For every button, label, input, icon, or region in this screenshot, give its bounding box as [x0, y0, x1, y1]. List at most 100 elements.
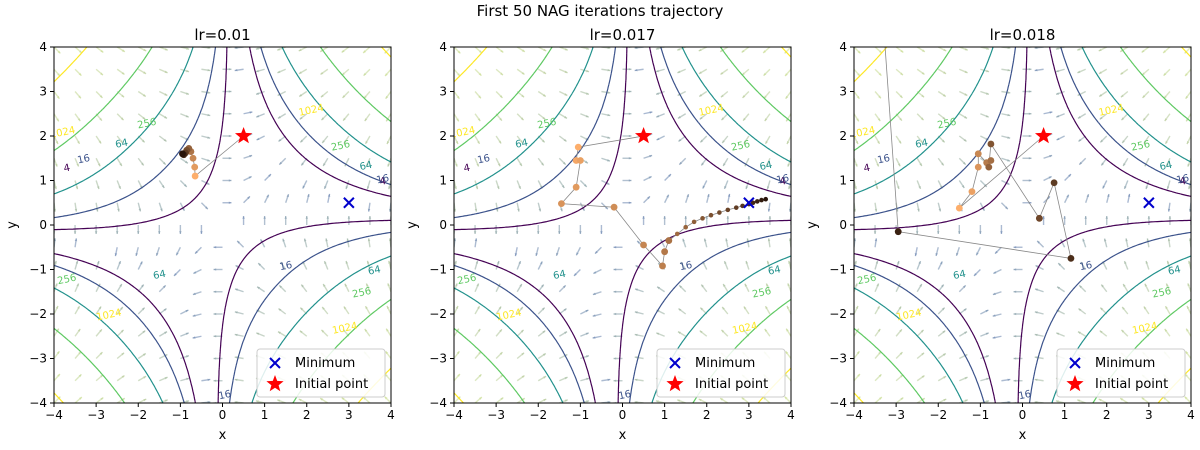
- field-arrowhead: [277, 70, 281, 73]
- field-arrowhead: [207, 159, 210, 162]
- field-arrowhead: [628, 90, 632, 93]
- field-arrowhead: [302, 185, 306, 189]
- field-arrowhead: [78, 397, 82, 400]
- field-arrowhead: [1098, 48, 1102, 52]
- field-arrowhead: [743, 329, 746, 333]
- field-arrowhead: [876, 283, 879, 287]
- legend: Minimum Initial point: [1056, 348, 1186, 398]
- y-tick-label: −3: [829, 352, 847, 366]
- x-tick-label: 4: [1187, 408, 1195, 422]
- field-arrowhead: [1028, 67, 1032, 71]
- field-arrowhead: [278, 138, 282, 142]
- field-arrowhead: [1028, 90, 1032, 93]
- field-arrowhead: [992, 292, 996, 295]
- field-arrowhead: [684, 216, 687, 219]
- field-arrowhead: [179, 231, 182, 234]
- field-arrowhead: [878, 351, 881, 355]
- field-arrowhead: [75, 186, 79, 190]
- field-arrowhead: [942, 116, 946, 120]
- field-arrowhead: [386, 141, 390, 145]
- field-arrowhead: [854, 238, 857, 242]
- field-arrowhead: [873, 231, 877, 234]
- field-arrowhead: [1056, 332, 1060, 336]
- y-tick-label: −2: [829, 307, 847, 321]
- field-arrowhead: [343, 140, 347, 144]
- field-arrowhead: [878, 50, 882, 53]
- field-arrowhead: [1013, 379, 1017, 383]
- field-arrowhead: [660, 239, 663, 243]
- x-tick-label: −3: [887, 408, 905, 422]
- field-arrowhead: [158, 231, 161, 234]
- field-arrowhead: [724, 261, 727, 265]
- field-arrowhead: [142, 116, 146, 120]
- x-tick-label: −2: [929, 408, 947, 422]
- y-tick-label: 1: [39, 174, 47, 188]
- field-arrowhead: [299, 116, 303, 120]
- contour-label: 256: [751, 286, 772, 301]
- field-arrowhead: [228, 90, 232, 93]
- field-arrowhead: [920, 306, 923, 310]
- field-arrowhead: [499, 352, 503, 355]
- field-arrowhead: [856, 351, 860, 355]
- field-arrowhead: [322, 306, 325, 310]
- field-arrowhead: [207, 68, 211, 72]
- field-arrowhead: [543, 71, 547, 74]
- field-arrowhead: [563, 138, 567, 142]
- x-tick-label: −1: [572, 408, 590, 422]
- field-arrowhead: [1078, 138, 1082, 142]
- field-arrowhead: [476, 163, 479, 167]
- field-arrowhead: [723, 162, 726, 166]
- field-arrowhead: [698, 71, 702, 74]
- contour-label: 64: [952, 269, 967, 282]
- field-arrowhead: [228, 179, 232, 182]
- field-arrowhead: [298, 71, 302, 74]
- field-arrowhead: [299, 93, 303, 97]
- field-arrowhead: [320, 49, 324, 52]
- trajectory-point: [759, 197, 764, 203]
- trajectory-point: [665, 237, 673, 244]
- field-arrowhead: [368, 216, 372, 219]
- field-arrowhead: [634, 356, 638, 359]
- contour-level-4: [854, 47, 1191, 403]
- field-arrowhead: [57, 373, 60, 377]
- field-arrowhead: [634, 47, 638, 50]
- contour-level-64: [454, 47, 791, 403]
- field-arrowhead: [343, 117, 346, 121]
- x-tick-label: −2: [529, 408, 547, 422]
- field-arrowhead: [342, 72, 345, 76]
- field-arrowhead: [964, 93, 968, 96]
- field-arrowhead: [186, 69, 190, 73]
- field-arrowhead: [686, 194, 689, 198]
- y-tick-label: 1: [439, 174, 447, 188]
- field-arrowhead: [766, 283, 769, 287]
- x-tick-label: 0: [619, 408, 627, 422]
- field-arrowhead: [141, 139, 145, 143]
- field-arrowhead: [497, 163, 501, 167]
- gradient-field: [854, 47, 1191, 403]
- trajectory-point: [763, 196, 769, 202]
- field-arrowhead: [1082, 238, 1085, 242]
- field-arrowhead: [478, 95, 481, 99]
- contour-label: 1024: [698, 103, 725, 119]
- field-arrowhead: [255, 69, 259, 73]
- field-arrowhead: [705, 216, 709, 219]
- field-arrowhead: [120, 117, 124, 121]
- field-arrowhead: [1035, 265, 1039, 268]
- field-arrowhead: [143, 398, 147, 402]
- contour-label: 4: [463, 163, 472, 175]
- panel-title: lr=0.018: [990, 26, 1056, 44]
- field-arrowhead: [365, 306, 368, 310]
- trajectory-point: [1035, 214, 1043, 222]
- field-arrowhead: [1055, 400, 1059, 403]
- field-arrowhead: [207, 400, 211, 403]
- field-arrowhead: [1185, 95, 1189, 99]
- field-arrowhead: [1101, 162, 1105, 166]
- field-arrowhead: [325, 238, 328, 242]
- field-arrowhead: [520, 117, 524, 121]
- field-arrowhead: [77, 328, 81, 332]
- trajectory-point: [755, 199, 760, 204]
- field-arrowhead: [656, 92, 660, 95]
- field-arrowhead: [920, 329, 924, 333]
